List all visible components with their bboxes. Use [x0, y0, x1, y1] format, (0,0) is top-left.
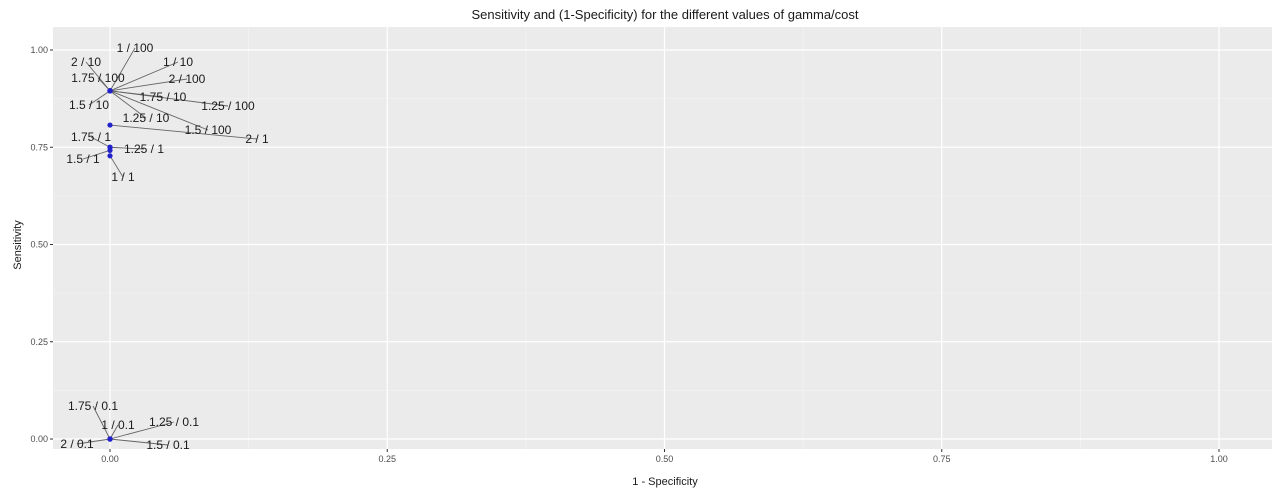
leader-line [92, 405, 111, 440]
axis-ticks: 0.00 0.25 0.50 0.75 1.00 0.00 0.25 0.50 0.75 1.00 [30, 45, 1227, 464]
chart-title: Sensitivity and (1-Specificity) for the … [471, 7, 858, 22]
data-point [107, 122, 113, 128]
data-point [107, 153, 113, 159]
leader-line [109, 424, 119, 440]
point-label: 2 / 100 [169, 72, 206, 86]
point-label: 1.5 / 100 [185, 123, 232, 137]
x-tick-label: 1.00 [1210, 454, 1228, 464]
point-label: 1.75 / 1 [71, 130, 111, 144]
leader-line [97, 77, 111, 92]
leader-line [88, 90, 111, 106]
y-tick-label: 0.25 [30, 337, 48, 347]
leader-line [76, 438, 111, 445]
y-tick-label: 0.50 [30, 240, 48, 250]
leader-line [109, 90, 209, 131]
leader-line [109, 90, 229, 107]
y-tick-label: 0.75 [30, 142, 48, 152]
label-leader-lines [76, 47, 258, 446]
point-label: 1.5 / 0.1 [146, 438, 190, 452]
x-tick-label: 0.75 [933, 454, 951, 464]
leader-line [109, 438, 169, 446]
point-label: 1 / 100 [117, 41, 154, 55]
point-label: 1.75 / 10 [140, 90, 187, 104]
leader-line [90, 136, 111, 148]
point-label: 1 / 10 [163, 55, 193, 69]
data-point [107, 88, 113, 94]
leader-line [109, 155, 124, 178]
y-axis-label: Sensitivity [12, 220, 24, 270]
point-label: 1.75 / 0.1 [68, 399, 118, 413]
point-label: 1 / 0.1 [101, 418, 135, 432]
major-gridlines [53, 27, 1272, 449]
plot-panel [53, 27, 1272, 449]
x-tick-label: 0.50 [656, 454, 674, 464]
leader-line [109, 421, 175, 440]
leader-line [82, 149, 111, 160]
y-tick-label: 1.00 [30, 45, 48, 55]
point-label: 1.25 / 100 [201, 99, 255, 113]
point-label: 2 / 0.1 [60, 437, 94, 451]
data-points [107, 88, 113, 442]
point-labels: 1 / 100 2 / 10 1 / 10 1.75 / 100 2 / 100 1.5 … [60, 41, 269, 452]
data-point [107, 436, 113, 442]
point-label: 1.75 / 100 [71, 71, 125, 85]
point-label: 1.5 / 1 [66, 152, 100, 166]
leader-line [109, 124, 258, 140]
x-tick-label: 0.00 [101, 454, 119, 464]
point-label: 1.25 / 0.1 [149, 415, 199, 429]
data-point [107, 147, 113, 153]
y-tick-label: 0.00 [30, 434, 48, 444]
point-label: 2 / 1 [245, 132, 269, 146]
point-label: 2 / 10 [71, 55, 101, 69]
point-label: 1.5 / 10 [69, 98, 109, 112]
point-label: 1 / 1 [111, 170, 135, 184]
leader-line [109, 61, 179, 92]
leader-line [109, 90, 147, 119]
point-label: 1.25 / 1 [124, 142, 164, 156]
minor-gridlines [53, 27, 1272, 449]
x-axis-label: 1 - Specificity [632, 476, 698, 488]
leader-line [109, 146, 145, 150]
leader-line [109, 47, 136, 92]
leader-line [109, 78, 188, 92]
point-label: 1.25 / 10 [123, 111, 170, 125]
x-tick-label: 0.25 [378, 454, 396, 464]
